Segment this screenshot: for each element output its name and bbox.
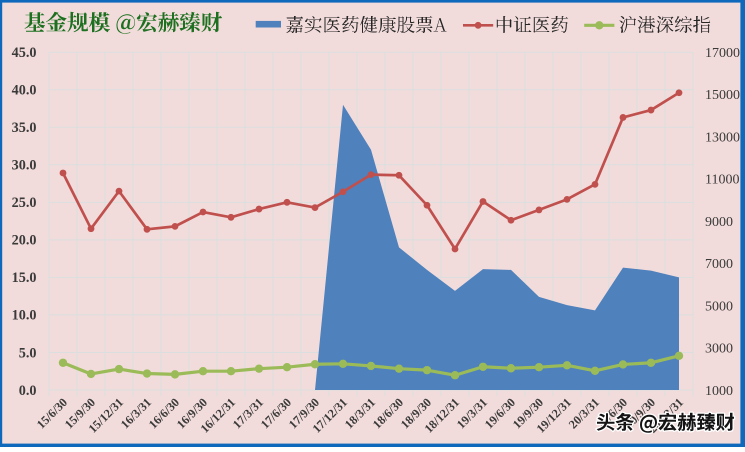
y-left-label: 40.0 xyxy=(12,83,37,99)
watermark-text: 头条 @宏赫臻财 xyxy=(596,411,734,434)
marker-series-2 xyxy=(198,367,208,376)
marker-series-2 xyxy=(170,370,180,379)
marker-series-2 xyxy=(590,366,600,375)
marker-series-1 xyxy=(619,114,627,121)
marker-series-1 xyxy=(591,180,599,188)
marker-series-2 xyxy=(114,364,124,374)
y-left-label: 45.0 xyxy=(12,45,37,61)
legend-swatch-area xyxy=(255,20,281,28)
marker-series-2 xyxy=(58,358,68,367)
marker-series-2 xyxy=(394,364,404,373)
marker-series-2 xyxy=(674,351,684,360)
watermark-glyphs xyxy=(595,411,736,435)
y-left-label: 15.0 xyxy=(12,270,37,286)
y-right-label: 3000 xyxy=(705,342,733,357)
y-left-label: 5.0 xyxy=(19,345,37,361)
marker-series-1 xyxy=(255,205,263,213)
y-right-label: 17000 xyxy=(705,46,740,61)
legend-label-glyphs-fund xyxy=(286,16,447,33)
legend-item-index2: 沪港深综指 xyxy=(584,16,712,37)
y-right-label: 9000 xyxy=(705,215,733,230)
marker-series-2 xyxy=(506,364,516,373)
y-right-label: 11000 xyxy=(705,173,739,188)
y-left-label: 30.0 xyxy=(12,158,37,174)
marker-series-1 xyxy=(479,198,487,205)
legend-label-glyphs-index2 xyxy=(619,16,711,33)
marker-series-1 xyxy=(283,198,291,206)
marker-series-2 xyxy=(310,360,320,369)
marker-series-1 xyxy=(451,245,459,253)
legend-label-fund: 嘉实医药健康股票A xyxy=(286,16,448,37)
marker-series-2 xyxy=(646,358,656,367)
chart-title-text: 基金规模 @宏赫臻财 xyxy=(24,10,221,35)
marker-series-1 xyxy=(143,225,151,233)
marker-series-1 xyxy=(311,204,319,211)
marker-series-1 xyxy=(339,188,347,196)
area-series xyxy=(63,104,679,390)
marker-series-1 xyxy=(395,171,403,179)
marker-series-2 xyxy=(422,365,432,375)
y-left-label: 10.0 xyxy=(12,308,37,324)
marker-series-1 xyxy=(199,208,207,216)
y-right-label: 15000 xyxy=(705,88,740,103)
legend-marker-index1 xyxy=(474,21,482,29)
marker-series-1 xyxy=(423,201,431,209)
marker-series-1 xyxy=(367,171,375,179)
y-left-label: 20.0 xyxy=(12,233,37,249)
marker-series-2 xyxy=(142,369,152,378)
marker-series-2 xyxy=(282,362,292,372)
marker-series-2 xyxy=(338,359,348,369)
marker-series-1 xyxy=(647,106,655,114)
legend-label-index1: 中证医药 xyxy=(495,16,569,37)
border-right xyxy=(740,0,745,447)
marker-series-2 xyxy=(478,362,488,371)
marker-series-1 xyxy=(563,195,571,203)
y-right-label: 5000 xyxy=(705,299,733,314)
y-axis-right-labels: 17000 15000 13000 11000 9000 7000 5000 3000 1000 xyxy=(705,46,740,399)
y-left-label: 0.0 xyxy=(19,383,37,399)
legend-label-glyphs-index1 xyxy=(496,16,569,33)
border-bottom xyxy=(0,443,745,447)
watermark: 头条 @宏赫臻财 xyxy=(595,411,736,435)
legend-marker-index2 xyxy=(595,21,604,30)
border-left xyxy=(0,0,3,447)
y-right-label: 13000 xyxy=(705,130,740,145)
marker-series-2 xyxy=(86,369,96,379)
marker-series-2 xyxy=(534,362,544,372)
marker-series-1 xyxy=(227,213,235,221)
y-right-label: 1000 xyxy=(705,384,733,399)
legend: 嘉实医药健康股票A 中证医药 沪港深综指 xyxy=(255,16,712,37)
marker-series-2 xyxy=(450,371,460,380)
border-top xyxy=(0,0,745,3)
marker-series-2 xyxy=(618,360,628,369)
legend-item-fund: 嘉实医药健康股票A xyxy=(286,16,448,37)
x-axis-ticks xyxy=(48,390,694,397)
marker-series-2 xyxy=(226,367,236,376)
marker-series-1 xyxy=(507,216,515,224)
data-series xyxy=(58,89,684,390)
chart-title-glyphs xyxy=(24,11,222,34)
marker-series-1 xyxy=(535,206,543,214)
legend-item-index1: 中证医药 xyxy=(463,16,569,37)
marker-series-2 xyxy=(366,361,376,371)
y-right-label: 7000 xyxy=(705,257,733,272)
marker-series-1 xyxy=(675,89,683,97)
legend-label-index2: 沪港深综指 xyxy=(619,16,712,37)
marker-series-1 xyxy=(171,222,179,230)
y-left-label: 25.0 xyxy=(12,195,37,211)
y-axis-left-labels: 45.0 40.0 35.0 30.0 25.0 20.0 15.0 10.0 5.0 0.0 xyxy=(12,45,37,399)
marker-series-1 xyxy=(115,187,123,195)
y-left-label: 35.0 xyxy=(12,120,37,136)
chart-title: 基金规模 @宏赫臻财 xyxy=(24,10,222,35)
marker-series-2 xyxy=(562,361,572,370)
marker-series-2 xyxy=(254,364,264,373)
marker-series-1 xyxy=(87,225,95,233)
marker-series-1 xyxy=(59,169,67,177)
